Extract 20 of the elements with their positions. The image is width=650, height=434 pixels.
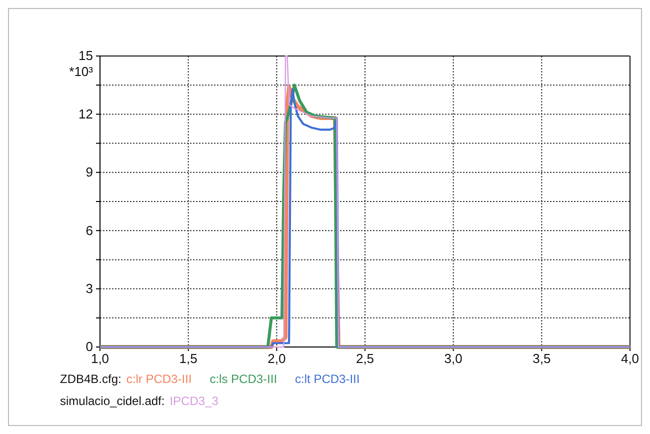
text: simulacio_cidel.adf: <box>60 394 165 408</box>
x-tick-label: 2,0 <box>268 351 286 366</box>
text: c:lt PCD3-III <box>295 372 360 386</box>
y-tick-label: 6 <box>86 222 93 238</box>
x-tick-label: 1,5 <box>179 351 198 366</box>
y-tick-label: 9 <box>86 164 93 180</box>
x-tick-label: 2,5 <box>356 351 374 366</box>
text: ZDB4B.cfg: <box>60 372 122 386</box>
y-axis-title: *10³ <box>69 64 94 79</box>
y-tick-label: 12 <box>78 106 93 122</box>
y-tick-label: 0 <box>86 339 93 354</box>
text: IPCD3_3 <box>170 394 219 408</box>
text: c:ls PCD3-III <box>210 372 278 386</box>
x-tick-label: 1,0 <box>90 351 110 366</box>
y-tick-label: 15 <box>78 48 93 64</box>
text: c:lr PCD3-III <box>126 372 192 386</box>
y-tick-label: 3 <box>86 280 93 296</box>
x-tick-label: 4,0 <box>620 351 640 366</box>
x-tick-label: 3,0 <box>444 351 462 366</box>
x-tick-label: 3,5 <box>532 351 551 366</box>
